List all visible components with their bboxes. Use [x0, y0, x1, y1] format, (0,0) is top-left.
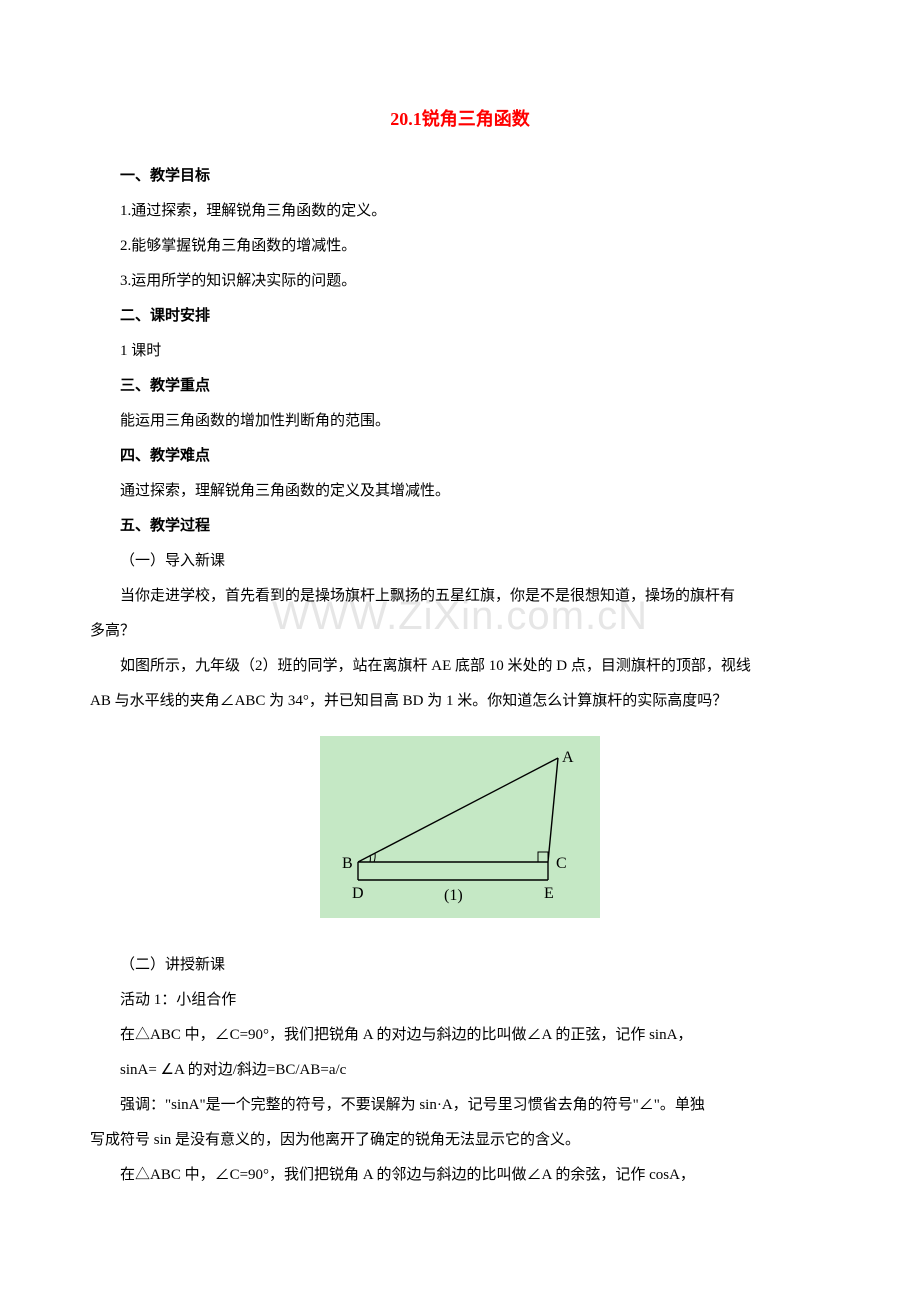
section-5-sub2-label: （二）讲授新课 [90, 949, 830, 982]
objective-3: 3.运用所学的知识解决实际的问题。 [90, 265, 830, 298]
sin-definition: 在△ABC 中，∠C=90°，我们把锐角 A 的对边与斜边的比叫做∠A 的正弦，… [90, 1019, 830, 1052]
activity-1: 活动 1：小组合作 [90, 984, 830, 1017]
line-CA [548, 758, 558, 862]
label-D: D [352, 885, 364, 902]
example-paragraph-line2: AB 与水平线的夹角∠ABC 为 34°，并已知目高 BD 为 1 米。你知道怎… [90, 685, 830, 718]
section-3-heading: 三、教学重点 [90, 370, 830, 403]
label-A: A [562, 750, 574, 766]
line-AB [358, 758, 558, 862]
sin-formula: sinA= ∠A 的对边/斜边=BC/AB=a/c [90, 1054, 830, 1087]
label-B: B [342, 855, 353, 872]
section-2-heading: 二、课时安排 [90, 300, 830, 333]
label-E: E [544, 885, 554, 902]
section-4-body: 通过探索，理解锐角三角函数的定义及其增减性。 [90, 475, 830, 508]
figure-container: A B C D E (1) [90, 736, 830, 931]
section-5-heading: 五、教学过程 [90, 510, 830, 543]
cos-definition: 在△ABC 中，∠C=90°，我们把锐角 A 的邻边与斜边的比叫做∠A 的余弦，… [90, 1159, 830, 1192]
emphasis-line2: 写成符号 sin 是没有意义的，因为他离开了确定的锐角无法显示它的含义。 [90, 1124, 830, 1157]
flagpole-diagram: A B C D E (1) [320, 736, 600, 918]
section-4-heading: 四、教学难点 [90, 440, 830, 473]
section-5-sub1-label: （一）导入新课 [90, 545, 830, 578]
label-figure-number: (1) [444, 887, 463, 904]
intro-paragraph-line1: 当你走进学校，首先看到的是操场旗杆上飘扬的五星红旗，你是不是很想知道，操场的旗杆… [90, 580, 830, 613]
document-title: 20.1锐角三角函数 [90, 100, 830, 140]
objective-1: 1.通过探索，理解锐角三角函数的定义。 [90, 195, 830, 228]
section-1-heading: 一、教学目标 [90, 160, 830, 193]
label-C: C [556, 855, 567, 872]
objective-2: 2.能够掌握锐角三角函数的增减性。 [90, 230, 830, 263]
intro-paragraph-line2: 多高？ [90, 615, 830, 648]
emphasis-line1: 强调："sinA"是一个完整的符号，不要误解为 sin·A，记号里习惯省去角的符… [90, 1089, 830, 1122]
right-angle-marker [538, 852, 548, 862]
section-2-body: 1 课时 [90, 335, 830, 368]
example-paragraph-line1: 如图所示，九年级（2）班的同学，站在离旗杆 AE 底部 10 米处的 D 点，目… [90, 650, 830, 683]
section-3-body: 能运用三角函数的增加性判断角的范围。 [90, 405, 830, 438]
